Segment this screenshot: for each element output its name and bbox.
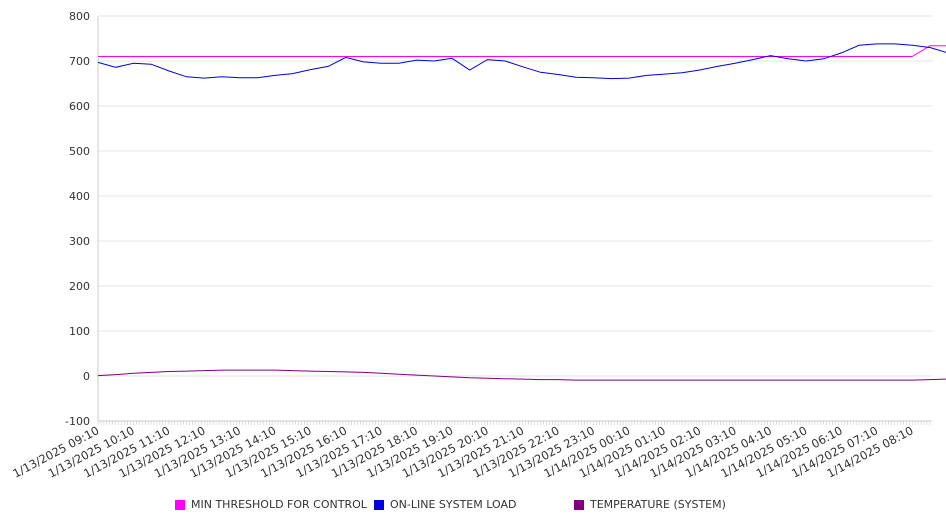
legend-label-min-threshold: MIN THRESHOLD FOR CONTROL xyxy=(191,498,367,511)
legend-swatch-system-load xyxy=(374,499,384,510)
legend-label-temperature: TEMPERATURE (SYSTEM) xyxy=(590,498,726,511)
legend-swatch-temperature xyxy=(574,499,584,510)
axes xyxy=(97,16,932,425)
y-tick-label: 600 xyxy=(69,100,90,113)
x-axis-ticks: 1/13/2025 09:101/13/2025 10:101/13/2025 … xyxy=(10,423,915,480)
y-tick-label: 200 xyxy=(69,280,90,293)
y-axis-ticks: 800 700 600 500 400 300 200 100 0 -100 xyxy=(65,10,90,428)
y-tick-label: 700 xyxy=(69,55,90,68)
legend-swatch-min-threshold xyxy=(175,499,185,510)
series-line-0 xyxy=(98,45,946,57)
legend-label-system-load: ON-LINE SYSTEM LOAD xyxy=(390,498,517,511)
legend-item-temperature[interactable]: TEMPERATURE (SYSTEM) xyxy=(574,498,726,511)
y-tick-label: 800 xyxy=(69,10,90,23)
y-tick-label: 100 xyxy=(69,325,90,338)
y-tick-label: 0 xyxy=(83,370,90,383)
y-tick-label: 400 xyxy=(69,190,90,203)
y-tick-label: 500 xyxy=(69,145,90,158)
y-tick-label: -100 xyxy=(65,415,90,428)
series-line-1 xyxy=(97,43,946,80)
legend: MIN THRESHOLD FOR CONTROL ON-LINE SYSTEM… xyxy=(0,498,946,514)
y-tick-label: 300 xyxy=(69,235,90,248)
legend-item-min-threshold[interactable]: MIN THRESHOLD FOR CONTROL xyxy=(175,498,367,511)
legend-item-system-load[interactable]: ON-LINE SYSTEM LOAD xyxy=(374,498,516,511)
series-lines xyxy=(97,43,946,381)
series-line-2 xyxy=(97,369,946,381)
